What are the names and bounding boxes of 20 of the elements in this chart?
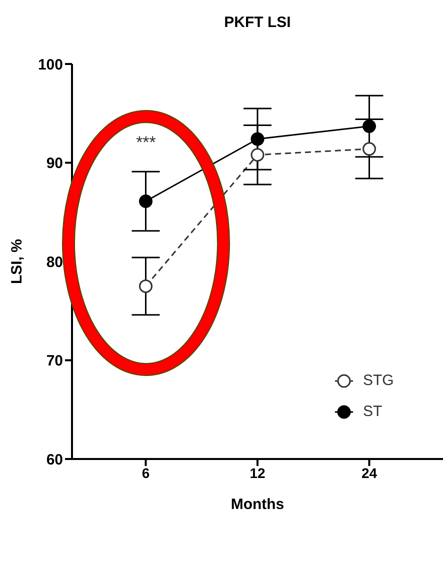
point xyxy=(250,132,264,146)
y-tick-label: 100 xyxy=(38,56,63,74)
point xyxy=(139,194,153,208)
y-tick-label: 90 xyxy=(46,155,63,172)
annotation: *** xyxy=(135,133,157,153)
x-axis-title: Months xyxy=(230,496,284,513)
legend-label: STG xyxy=(363,372,394,389)
x-tick-label: 12 xyxy=(250,464,266,481)
point xyxy=(250,148,264,162)
y-tick-label: 70 xyxy=(46,352,63,370)
legend-label: ST xyxy=(363,403,382,420)
y-tick-label: 60 xyxy=(46,451,63,468)
y-axis-title: LSI, % xyxy=(8,238,26,284)
point xyxy=(362,119,376,133)
x-tick-label: 24 xyxy=(361,464,378,481)
point xyxy=(362,142,376,156)
x-tick-label: 6 xyxy=(142,464,150,481)
chart-title: PKFT LSI xyxy=(223,14,292,31)
point xyxy=(139,279,153,293)
y-tick-label: 80 xyxy=(46,254,63,271)
